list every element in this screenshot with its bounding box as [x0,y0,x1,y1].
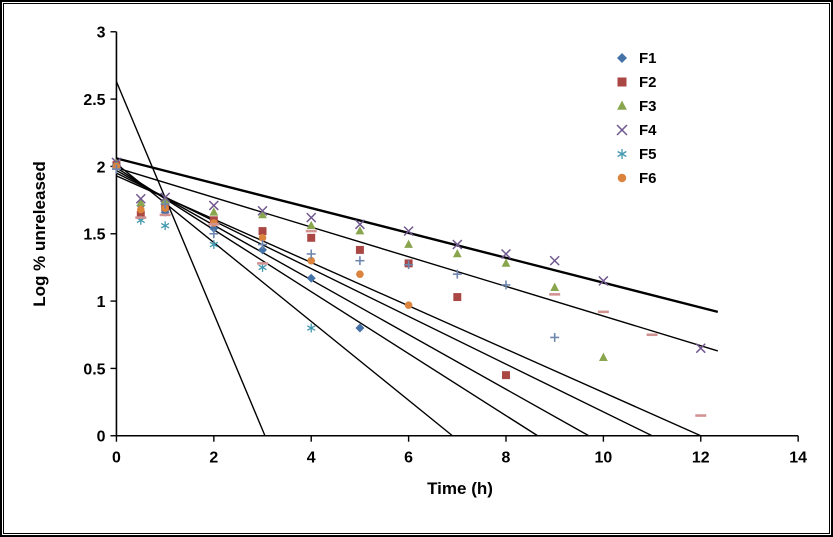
legend-item-F1[interactable]: F1 [614,48,657,68]
legend-marker-square-icon [617,77,627,87]
y-tick-label: 0 [97,429,106,446]
series-F6 [112,162,413,309]
x-tick-label: 10 [595,450,613,467]
legend-marker-asterisk-icon [617,149,627,159]
series-F4 [111,157,706,354]
legend-label: F6 [639,169,657,187]
legend-item-F4[interactable]: F4 [614,120,657,140]
legend-label: F1 [639,49,657,67]
x-tick-label: 0 [112,450,121,467]
legend-label: F5 [639,145,657,163]
legend: F1 F2 F3 F4 F5 F6 [614,48,657,188]
legend-label: F3 [639,97,657,115]
trend-line [115,81,266,437]
legend-label: F4 [639,121,657,139]
y-tick-label: 2.5 [83,92,105,109]
trend-line [116,169,590,437]
y-axis-title: Log % unreleased [30,161,49,307]
x-tick-label: 6 [404,450,413,467]
trend-line [116,167,539,437]
series-F1 [111,160,365,333]
legend-item-F2[interactable]: F2 [614,72,657,92]
legend-item-F6[interactable]: F6 [614,168,657,188]
trend-line [116,167,719,352]
series-plus [111,164,560,342]
legend-label: F2 [639,73,657,91]
trend-line [116,172,653,437]
x-tick-label: 14 [789,450,807,467]
y-tick-label: 3 [97,25,106,42]
series-dash [135,213,707,417]
x-tick-label: 8 [502,450,511,467]
y-tick-label: 0.5 [83,361,105,378]
legend-marker-diamond-icon [617,53,627,63]
legend-item-F5[interactable]: F5 [614,144,657,164]
x-tick-label: 4 [307,450,316,467]
trend-line [116,157,719,314]
y-tick-label: 2 [97,159,106,176]
legend-item-F3[interactable]: F3 [614,96,657,116]
x-tick-label: 12 [692,450,710,467]
trend-line [116,163,453,437]
series-F3 [112,158,608,361]
y-tick-label: 1.5 [83,227,105,244]
x-tick-label: 2 [209,450,218,467]
y-tick-label: 1 [97,294,106,311]
legend-marker-circle-icon [617,173,627,183]
legend-marker-x-icon [616,124,628,136]
x-axis-title: Time (h) [427,479,493,498]
legend-marker-triangle-icon [617,100,627,110]
